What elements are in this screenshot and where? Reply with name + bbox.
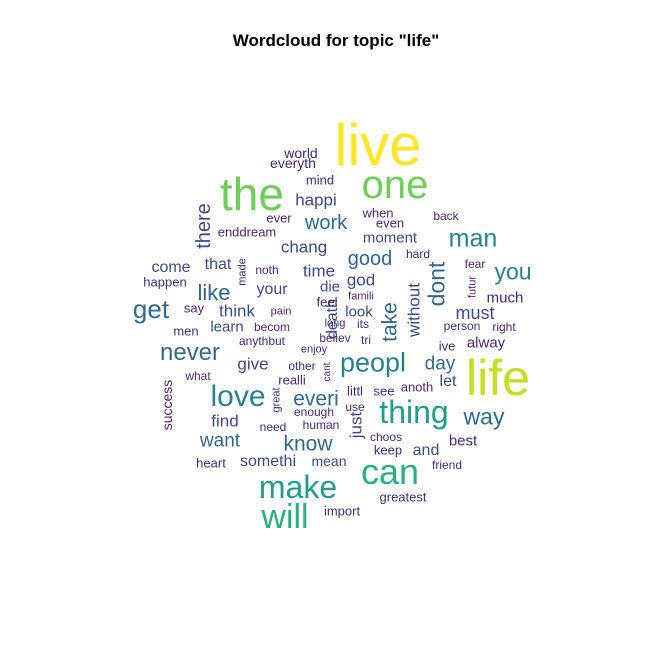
- cloud-word: work: [304, 212, 348, 234]
- cloud-word: hard: [405, 247, 431, 261]
- cloud-word: see: [373, 383, 395, 399]
- cloud-word: look: [345, 303, 373, 321]
- cloud-word: when: [362, 205, 394, 221]
- cloud-word: tri: [361, 333, 371, 347]
- cloud-word: enjoy: [300, 343, 328, 356]
- cloud-word: without: [404, 283, 424, 337]
- cloud-word: choos: [369, 430, 403, 444]
- cloud-word: mind: [305, 172, 335, 188]
- cloud-word: made: [236, 258, 249, 286]
- cloud-word: time: [302, 261, 336, 281]
- cloud-word: learn: [210, 318, 244, 336]
- cloud-word: the: [220, 168, 284, 220]
- cloud-word: and: [412, 442, 440, 459]
- cloud-word: everyth: [270, 155, 316, 171]
- cloud-word: need: [259, 420, 287, 434]
- cloud-word: must: [455, 303, 495, 323]
- cloud-word: men: [173, 323, 199, 339]
- cloud-word: mean: [311, 453, 347, 469]
- cloud-word: best: [448, 432, 478, 450]
- cloud-word: that: [204, 256, 232, 273]
- cloud-word: just: [346, 411, 366, 439]
- cloud-word: other: [288, 359, 316, 373]
- cloud-word: littl: [347, 383, 363, 399]
- cloud-word: great: [270, 387, 283, 413]
- cloud-word: believ: [319, 331, 351, 345]
- cloud-word: cant: [322, 362, 333, 382]
- cloud-word: get: [132, 294, 170, 324]
- cloud-word: futur: [466, 275, 479, 299]
- cloud-word: know: [283, 432, 333, 456]
- cloud-word: your: [256, 281, 288, 298]
- cloud-word: back: [433, 209, 459, 223]
- cloud-word: peopl: [339, 347, 407, 378]
- cloud-word: even: [375, 215, 405, 231]
- cloud-word: friend: [431, 458, 463, 472]
- cloud-word: thing: [379, 394, 449, 430]
- cloud-word: way: [463, 403, 505, 430]
- cloud-word: human: [302, 418, 340, 432]
- cloud-word: love: [210, 380, 266, 413]
- cloud-word: ever: [266, 210, 292, 226]
- cloud-word: there: [193, 203, 215, 249]
- cloud-word: fear: [464, 257, 486, 271]
- cloud-word: think: [219, 301, 255, 321]
- cloud-word: enough: [293, 405, 335, 419]
- cloud-word: you: [494, 258, 532, 285]
- cloud-word: make: [258, 469, 338, 505]
- cloud-word: somethi: [239, 453, 297, 470]
- cloud-word: live: [334, 113, 422, 178]
- cloud-word: give: [237, 354, 269, 374]
- cloud-word: alway: [466, 334, 506, 352]
- cloud-word: want: [199, 430, 241, 452]
- cloud-word: long: [324, 317, 346, 330]
- cloud-word: happi: [295, 190, 337, 210]
- cloud-word: day: [424, 353, 456, 375]
- cloud-word: say: [183, 300, 205, 316]
- cloud-word: greatest: [379, 489, 427, 505]
- cloud-word: what: [185, 369, 211, 383]
- cloud-word: much: [486, 289, 524, 307]
- cloud-word: enddream: [217, 224, 277, 240]
- cloud-word: keep: [373, 442, 403, 458]
- cloud-word: chang: [280, 237, 328, 257]
- cloud-word: happen: [143, 274, 187, 290]
- cloud-word: take: [378, 302, 402, 342]
- cloud-word: like: [197, 280, 231, 305]
- cloud-word: will: [261, 498, 309, 536]
- cloud-word: noth: [255, 263, 279, 277]
- cloud-word: can: [360, 451, 420, 492]
- cloud-word: person: [443, 319, 481, 333]
- cloud-word: find: [211, 411, 239, 431]
- cloud-word: man: [448, 224, 498, 253]
- cloud-word: die: [319, 278, 341, 296]
- cloud-word: pain: [270, 305, 292, 318]
- cloud-word: ive: [438, 338, 456, 354]
- cloud-word: moment: [362, 229, 418, 247]
- cloud-word: never: [159, 339, 221, 366]
- cloud-word: success: [159, 379, 175, 431]
- cloud-word: its: [357, 317, 369, 331]
- cloud-word: one: [361, 163, 429, 207]
- cloud-word: feel: [316, 294, 338, 310]
- cloud-word: right: [492, 320, 516, 334]
- cloud-word: god: [346, 270, 376, 290]
- cloud-word: life: [466, 350, 530, 406]
- cloud-word: let: [439, 373, 457, 390]
- cloud-word: anythbut: [238, 334, 286, 348]
- cloud-word: realli: [278, 372, 306, 388]
- cloud-word: everi: [293, 387, 339, 411]
- cloud-word: dont: [423, 261, 450, 307]
- page-title: Wordcloud for topic "life": [232, 31, 440, 50]
- cloud-word: heart: [196, 455, 226, 471]
- cloud-word: import: [323, 503, 361, 519]
- cloud-word: anoth: [400, 379, 434, 395]
- cloud-word: use: [345, 400, 365, 414]
- cloud-word: world: [284, 145, 318, 161]
- cloud-word: come: [151, 259, 191, 276]
- cloud-word: good: [347, 248, 393, 270]
- cloud-word: becom: [253, 320, 291, 334]
- cloud-word: famili: [348, 290, 374, 303]
